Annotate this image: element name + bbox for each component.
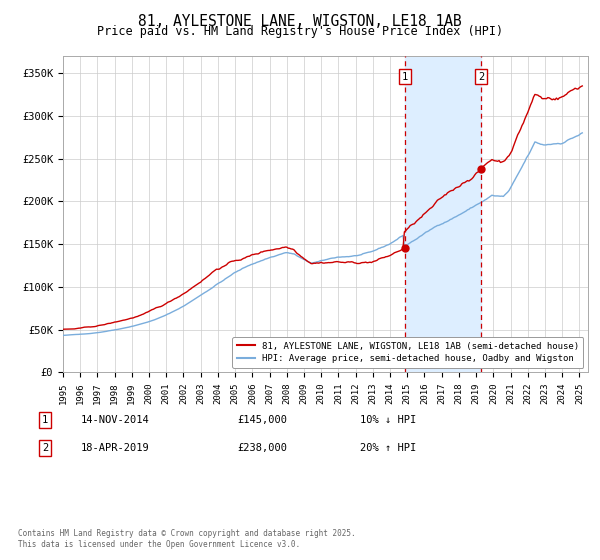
Bar <box>405 56 481 372</box>
Text: 20% ↑ HPI: 20% ↑ HPI <box>360 443 416 453</box>
Text: £145,000: £145,000 <box>237 415 287 425</box>
Legend: 81, AYLESTONE LANE, WIGSTON, LE18 1AB (semi-detached house), HPI: Average price,: 81, AYLESTONE LANE, WIGSTON, LE18 1AB (s… <box>232 337 583 368</box>
Text: 10% ↓ HPI: 10% ↓ HPI <box>360 415 416 425</box>
Text: Contains HM Land Registry data © Crown copyright and database right 2025.
This d: Contains HM Land Registry data © Crown c… <box>18 529 356 549</box>
Text: Price paid vs. HM Land Registry's House Price Index (HPI): Price paid vs. HM Land Registry's House … <box>97 25 503 38</box>
Text: 18-APR-2019: 18-APR-2019 <box>81 443 150 453</box>
Text: 2: 2 <box>478 72 484 82</box>
Text: £238,000: £238,000 <box>237 443 287 453</box>
Text: 14-NOV-2014: 14-NOV-2014 <box>81 415 150 425</box>
Text: 1: 1 <box>402 72 408 82</box>
Text: 1: 1 <box>42 415 48 425</box>
Text: 81, AYLESTONE LANE, WIGSTON, LE18 1AB: 81, AYLESTONE LANE, WIGSTON, LE18 1AB <box>138 14 462 29</box>
Text: 2: 2 <box>42 443 48 453</box>
